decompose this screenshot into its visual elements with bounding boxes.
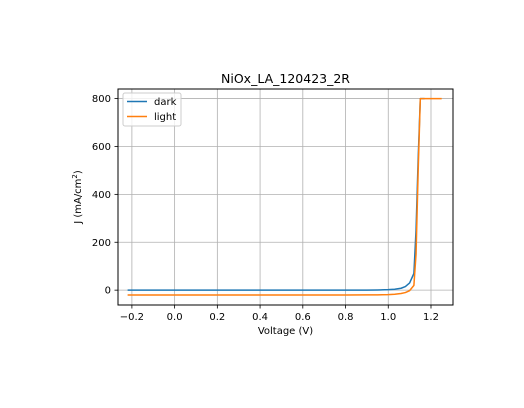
y-tick-label: 800 xyxy=(92,94,111,105)
x-tick-label: 0.0 xyxy=(167,312,183,323)
plot-frame xyxy=(117,88,454,306)
x-tick-label: 0.4 xyxy=(252,312,268,323)
y-axis-label: J (mA/cm2) xyxy=(71,170,84,225)
x-tick-label: 0.2 xyxy=(209,312,225,323)
y-axis-label-main: J (mA/cm xyxy=(73,179,84,225)
y-tick-label: 0 xyxy=(105,286,111,297)
x-tick-label: 1.2 xyxy=(423,312,439,323)
legend-label-light: light xyxy=(154,112,176,123)
x-tick-label: 1.0 xyxy=(380,312,396,323)
data-series xyxy=(127,97,442,296)
y-tick-label: 600 xyxy=(92,142,111,153)
series-line-light xyxy=(127,97,442,296)
y-tick-label: 400 xyxy=(92,190,111,201)
y-axis-ticks: 0 200 400 600 800 xyxy=(92,94,118,297)
y-axis-label-superscript: 2 xyxy=(71,174,79,178)
legend: dark light xyxy=(122,92,182,127)
x-axis-ticks: −0.2 0.0 0.2 0.4 0.6 0.8 1.0 1.2 xyxy=(120,305,439,323)
y-tick-label: 200 xyxy=(92,238,111,249)
legend-label-dark: dark xyxy=(154,97,177,108)
x-tick-label: 0.6 xyxy=(295,312,311,323)
x-tick-label: 0.8 xyxy=(338,312,354,323)
x-tick-label: −0.2 xyxy=(120,312,144,323)
y-axis-label-tail: ) xyxy=(73,170,84,174)
x-axis-label: Voltage (V) xyxy=(258,326,313,337)
chart-title: NiOx_LA_120423_2R xyxy=(221,71,350,86)
